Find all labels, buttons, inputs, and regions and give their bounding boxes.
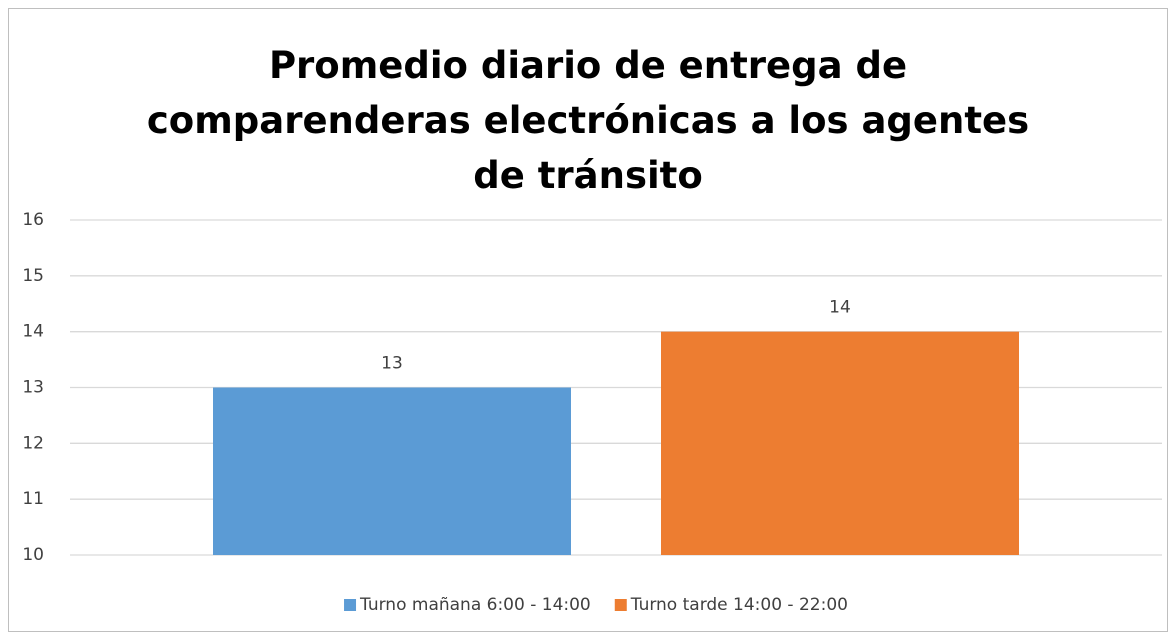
bar	[213, 387, 571, 555]
legend-swatch	[614, 599, 627, 611]
y-tick-label: 15	[22, 266, 44, 286]
y-tick-label: 12	[22, 433, 44, 453]
chart-title: Promedio diario de entrega de comparende…	[146, 44, 1030, 197]
y-tick-label: 10	[22, 545, 44, 565]
y-tick-label: 13	[22, 378, 44, 398]
data-label: 13	[381, 354, 403, 374]
legend-swatch	[344, 599, 357, 611]
y-tick-label: 14	[22, 322, 44, 342]
legend-label: Turno mañana 6:00 - 14:00	[359, 595, 591, 615]
data-label: 14	[829, 298, 851, 318]
bar	[661, 331, 1019, 555]
y-tick-label: 16	[22, 210, 44, 230]
y-tick-label: 11	[22, 489, 44, 509]
legend-label: Turno tarde 14:00 - 22:00	[630, 595, 848, 615]
